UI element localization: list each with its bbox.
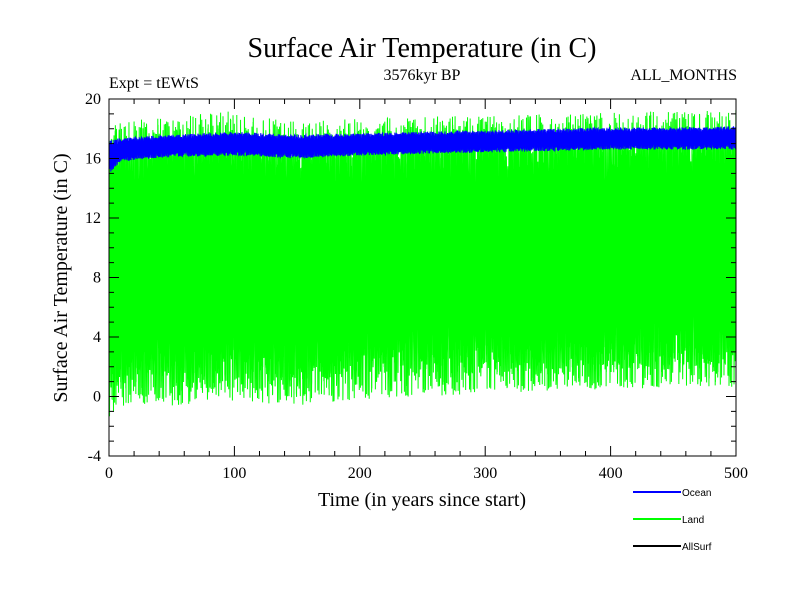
period-label: ALL_MONTHS (630, 67, 737, 84)
legend-label-allsurf: AllSurf (682, 542, 712, 553)
legend: Ocean Land AllSurf (633, 488, 712, 553)
legend-label-land: Land (682, 515, 704, 526)
x-tick-label: 100 (222, 465, 246, 482)
y-tick-label: 0 (93, 389, 101, 406)
x-tick-label: 400 (599, 465, 623, 482)
y-tick-label: 12 (85, 210, 101, 227)
series-layer (109, 110, 736, 417)
series-land-line (109, 110, 736, 417)
x-axis-label: Time (in years since start) (318, 489, 526, 511)
y-tick-label: 4 (93, 329, 101, 346)
legend-label-ocean: Ocean (682, 488, 711, 499)
expt-label: Expt = tEWtS (109, 75, 199, 92)
y-tick-label: 20 (85, 91, 101, 108)
x-tick-label: 300 (473, 465, 497, 482)
y-tick-label: 8 (93, 270, 101, 287)
chart-title: Surface Air Temperature (in C) (248, 33, 597, 64)
chart-subtitle: 3576kyr BP (384, 67, 461, 84)
y-axis-label: Surface Air Temperature (in C) (50, 153, 72, 402)
series-ocean-line (109, 126, 736, 172)
x-tick-label: 0 (105, 465, 113, 482)
x-tick-label: 200 (348, 465, 372, 482)
x-tick-label: 500 (724, 465, 748, 482)
y-tick-label: -4 (88, 448, 101, 465)
y-tick-label: 16 (85, 151, 101, 168)
